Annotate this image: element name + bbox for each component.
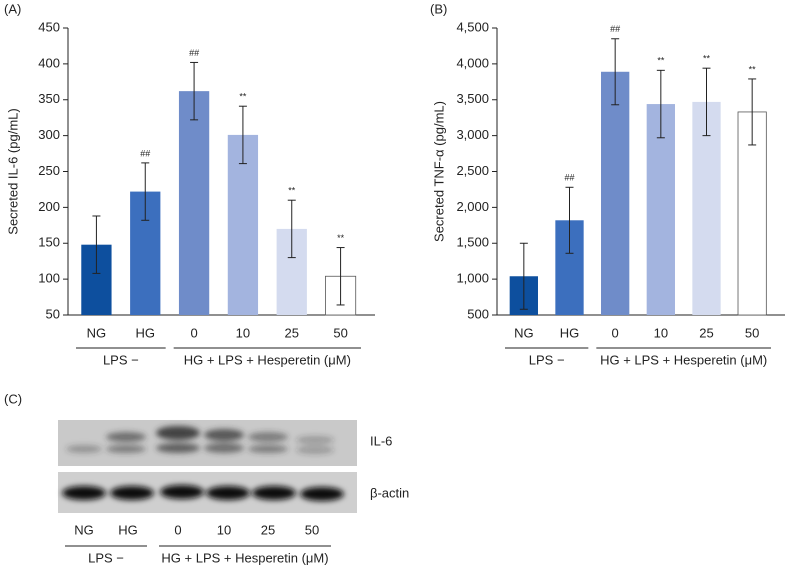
error-bar <box>238 105 247 165</box>
group-label: LPS − <box>529 352 565 367</box>
error-bar <box>611 38 620 106</box>
significance-label: ## <box>564 173 574 183</box>
x-tick-label: 25 <box>285 325 299 340</box>
error-bar <box>656 69 665 139</box>
y-tick-label: 4,000 <box>456 55 489 70</box>
y-tick-label: 3,000 <box>456 127 489 142</box>
error-bar <box>287 199 296 259</box>
significance-label: ** <box>657 56 665 66</box>
x-tick-label: HG <box>560 325 580 340</box>
error-bar <box>565 186 574 254</box>
x-tick-label: 50 <box>333 325 347 340</box>
error-bar <box>748 78 757 146</box>
lane-label: NG <box>74 522 94 537</box>
error-bar <box>519 242 528 310</box>
y-tick-label: 1,500 <box>456 235 489 250</box>
significance-label: ** <box>749 64 757 74</box>
group-label: LPS − <box>103 352 139 367</box>
y-tick-label: 50 <box>46 306 60 321</box>
error-bar <box>92 215 101 274</box>
y-tick-label: 450 <box>38 19 60 34</box>
y-tick-label: 200 <box>38 199 60 214</box>
y-tick-label: 400 <box>38 55 60 70</box>
group-label: LPS − <box>88 550 124 565</box>
error-bar <box>702 67 711 137</box>
lane-label: 0 <box>174 522 181 537</box>
band-label: β-actin <box>370 485 409 500</box>
significance-label: ** <box>239 92 247 102</box>
significance-label: ** <box>337 233 345 243</box>
bar <box>692 101 721 315</box>
bar <box>601 71 630 315</box>
y-tick-label: 4,500 <box>456 19 489 34</box>
x-tick-label: NG <box>87 325 107 340</box>
bar <box>646 104 675 316</box>
x-tick-label: 25 <box>699 325 713 340</box>
significance-label: ## <box>610 24 620 34</box>
y-tick-label: 100 <box>38 271 60 286</box>
significance-label: ## <box>189 48 199 58</box>
significance-label: ** <box>288 186 296 196</box>
bar <box>737 111 767 316</box>
y-tick-label: 500 <box>467 306 489 321</box>
x-tick-label: 10 <box>654 325 668 340</box>
lane-label: 25 <box>261 522 275 537</box>
x-tick-label: NG <box>514 325 534 340</box>
lane-label: HG <box>118 522 138 537</box>
significance-label: ## <box>140 148 150 158</box>
blot-image <box>58 420 357 513</box>
y-tick-label: 300 <box>38 127 60 142</box>
panel-label: (C) <box>4 391 22 406</box>
bar <box>178 91 210 315</box>
error-bar <box>336 247 345 306</box>
y-tick-label: 150 <box>38 235 60 250</box>
panel-label: (B) <box>430 1 447 16</box>
y-axis-label: Secreted IL-6 (pg/mL) <box>5 108 20 234</box>
y-tick-label: 250 <box>38 163 60 178</box>
group-label: HG + LPS + Hesperetin (μM) <box>161 550 328 565</box>
error-bar <box>141 162 150 221</box>
x-tick-label: HG <box>136 325 156 340</box>
y-tick-label: 2,000 <box>456 199 489 214</box>
bar <box>227 134 259 315</box>
lane-label: 50 <box>305 522 319 537</box>
significance-label: ** <box>703 54 711 64</box>
y-tick-label: 3,500 <box>456 91 489 106</box>
band-label: IL-6 <box>370 433 392 448</box>
y-tick-label: 2,500 <box>456 163 489 178</box>
x-tick-label: 0 <box>190 325 197 340</box>
x-tick-label: 50 <box>745 325 759 340</box>
error-bar <box>190 61 199 121</box>
group-label: HG + LPS + Hesperetin (μM) <box>600 352 767 367</box>
lane-label: 10 <box>217 522 231 537</box>
x-tick-label: 10 <box>236 325 250 340</box>
y-tick-label: 350 <box>38 91 60 106</box>
panel-label: (A) <box>4 1 21 16</box>
group-label: HG + LPS + Hesperetin (μM) <box>184 352 351 367</box>
x-tick-label: 0 <box>612 325 619 340</box>
y-axis-label: Secreted TNF-α (pg/mL) <box>431 101 446 242</box>
y-tick-label: 1,000 <box>456 271 489 286</box>
